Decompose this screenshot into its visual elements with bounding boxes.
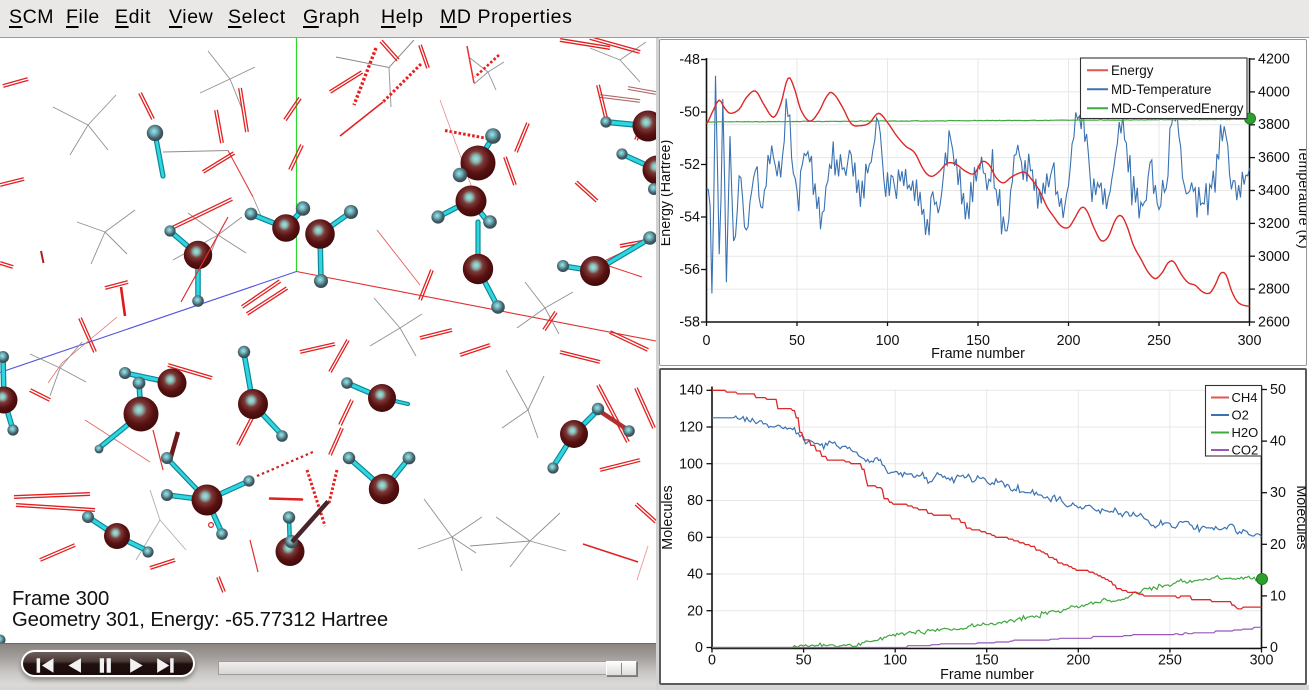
- svg-text:150: 150: [966, 333, 990, 349]
- svg-text:Frame number: Frame number: [940, 667, 1034, 683]
- svg-text:H2O: H2O: [1232, 425, 1259, 440]
- svg-text:-48: -48: [679, 52, 700, 68]
- svg-text:300: 300: [1238, 333, 1262, 349]
- svg-text:3400: 3400: [1258, 183, 1290, 199]
- svg-text:20: 20: [1270, 536, 1286, 552]
- svg-text:0: 0: [708, 652, 716, 668]
- svg-text:-52: -52: [679, 157, 700, 173]
- svg-text:250: 250: [1158, 652, 1182, 668]
- svg-text:CO2: CO2: [1232, 442, 1259, 457]
- svg-text:60: 60: [687, 529, 703, 545]
- svg-text:Molecules: Molecules: [661, 485, 676, 549]
- svg-text:40: 40: [687, 566, 703, 582]
- svg-text:3800: 3800: [1258, 117, 1290, 133]
- svg-text:30: 30: [1270, 485, 1286, 501]
- svg-text:200: 200: [1057, 333, 1081, 349]
- svg-text:Molecules: Molecules: [1293, 485, 1306, 549]
- svg-text:3600: 3600: [1258, 150, 1290, 166]
- svg-text:Frame number: Frame number: [931, 346, 1025, 362]
- svg-text:Energy: Energy: [1111, 63, 1154, 78]
- svg-text:300: 300: [1250, 652, 1274, 668]
- svg-text:100: 100: [876, 333, 900, 349]
- svg-text:MD-Temperature: MD-Temperature: [1111, 82, 1211, 97]
- svg-text:3000: 3000: [1258, 249, 1290, 265]
- svg-text:10: 10: [1270, 588, 1286, 604]
- svg-text:2600: 2600: [1258, 315, 1290, 331]
- svg-text:100: 100: [883, 652, 907, 668]
- svg-text:CH4: CH4: [1232, 390, 1258, 405]
- svg-text:0: 0: [703, 333, 711, 349]
- svg-text:200: 200: [1066, 652, 1090, 668]
- svg-text:140: 140: [679, 382, 703, 398]
- svg-text:120: 120: [679, 419, 703, 435]
- svg-text:50: 50: [1270, 382, 1286, 398]
- svg-text:Temperature (K): Temperature (K): [1295, 145, 1306, 248]
- svg-text:3200: 3200: [1258, 216, 1290, 232]
- svg-text:4200: 4200: [1258, 52, 1290, 68]
- svg-text:2800: 2800: [1258, 282, 1290, 298]
- svg-text:-58: -58: [679, 315, 700, 331]
- svg-text:-56: -56: [679, 262, 700, 278]
- svg-text:-54: -54: [679, 210, 700, 226]
- svg-text:150: 150: [975, 652, 999, 668]
- svg-text:4000: 4000: [1258, 84, 1290, 100]
- svg-text:0: 0: [1270, 640, 1278, 656]
- svg-text:250: 250: [1147, 333, 1171, 349]
- svg-text:50: 50: [796, 652, 812, 668]
- svg-text:20: 20: [687, 603, 703, 619]
- svg-text:50: 50: [789, 333, 805, 349]
- svg-text:100: 100: [679, 456, 703, 472]
- svg-text:80: 80: [687, 493, 703, 509]
- svg-text:Energy (Hartree): Energy (Hartree): [661, 140, 674, 246]
- svg-text:40: 40: [1270, 433, 1286, 449]
- svg-text:-50: -50: [679, 105, 700, 121]
- svg-text:O2: O2: [1232, 407, 1249, 422]
- svg-text:MD-ConservedEnergy: MD-ConservedEnergy: [1111, 101, 1244, 116]
- svg-text:0: 0: [695, 640, 703, 656]
